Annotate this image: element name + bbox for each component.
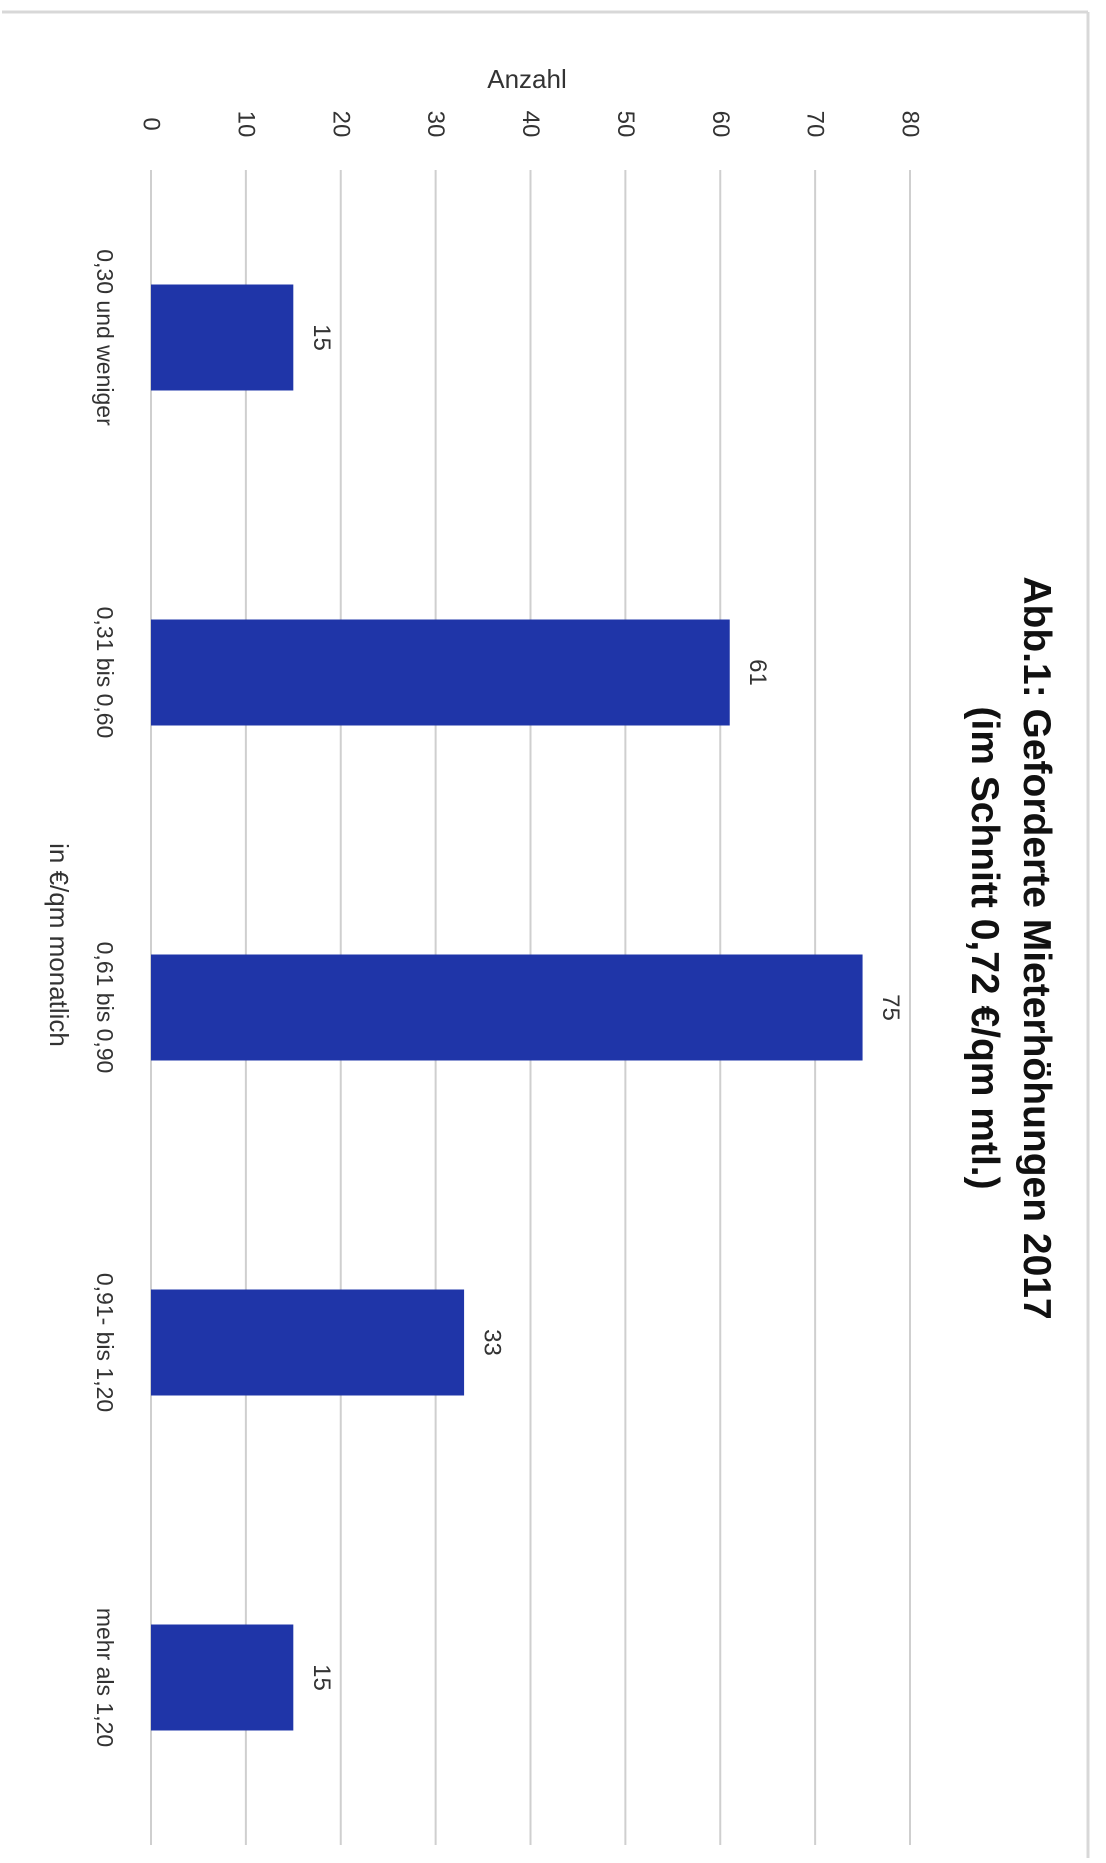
category-labels: 0,30 und weniger 0,31 bis 0,60 0,61 bis 0,… [92,249,118,1747]
value-tick-label: 80 [897,111,924,138]
data-label: 15 [308,324,335,351]
bar [151,954,863,1061]
chart-title: Abb.1: Geforderte Mieterhöhungen 2017 [1015,576,1058,1319]
page-frame [2,10,1090,1858]
chart-subtitle: (im Schnitt 0,72 €/qm mtl.) [963,706,1006,1189]
value-tick-label: 60 [707,111,734,138]
bar [151,1624,294,1731]
category-label: 0,91- bis 1,20 [92,1273,118,1412]
value-axis-ticks: 0 10 20 30 40 50 60 70 80 [138,111,924,138]
bars [151,284,863,1731]
value-tick-label: 50 [612,111,639,138]
data-label: 15 [308,1664,335,1691]
bar [151,1289,465,1396]
category-label: 0,61 bis 0,90 [92,942,118,1074]
value-tick-label: 70 [802,111,829,138]
value-tick-label: 0 [138,117,165,130]
bar [151,619,730,726]
category-label: 0,31 bis 0,60 [92,607,118,739]
category-label: mehr als 1,20 [92,1608,118,1747]
data-labels: 15 61 75 33 15 [308,324,904,1691]
data-label: 75 [877,994,904,1021]
value-tick-label: 40 [517,111,544,138]
value-tick-label: 20 [327,111,354,138]
data-label: 61 [744,659,771,686]
value-tick-label: 30 [422,111,449,138]
category-axis-title: in €/qm monatlich [44,843,74,1047]
category-label: 0,30 und weniger [92,249,118,426]
value-tick-label: 10 [232,111,259,138]
data-label: 33 [479,1329,506,1356]
bar [151,284,294,391]
value-axis-title: Anzahl [487,64,567,94]
